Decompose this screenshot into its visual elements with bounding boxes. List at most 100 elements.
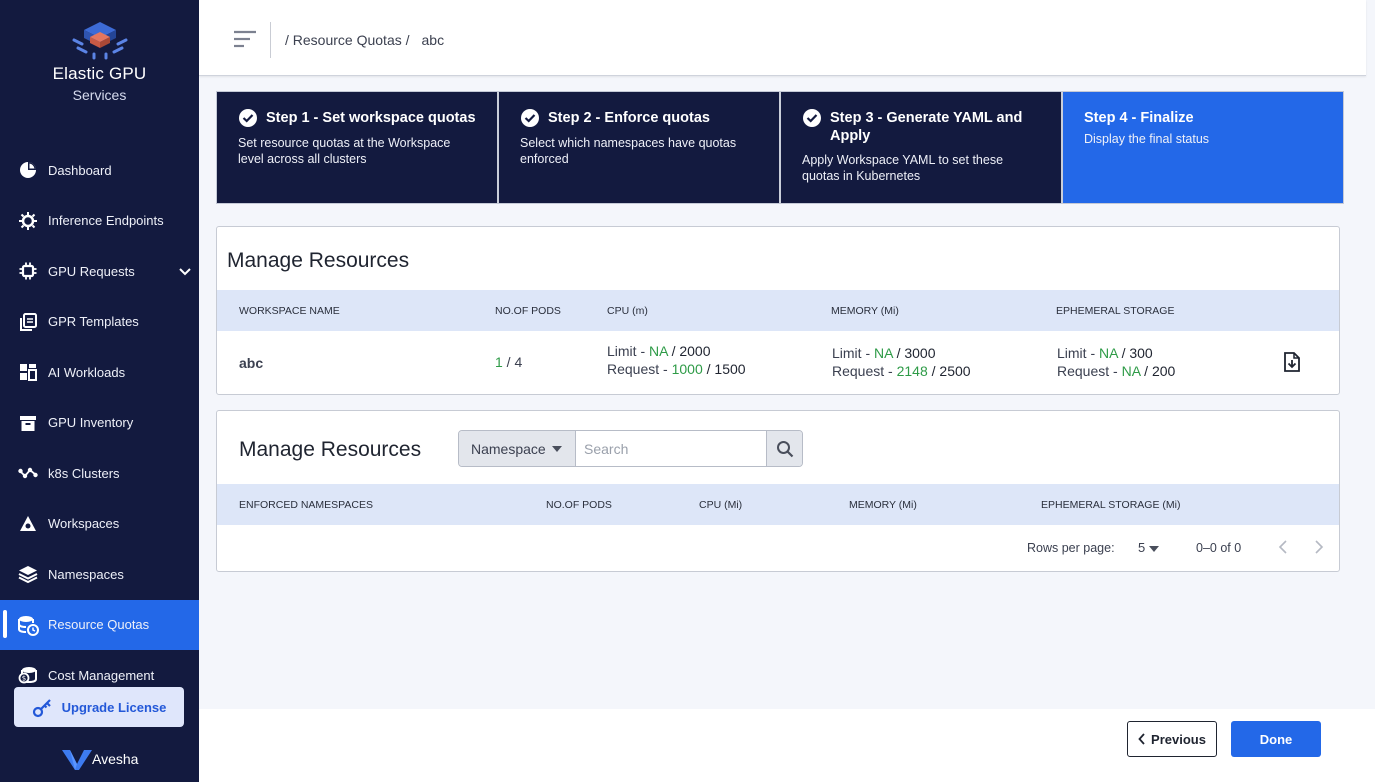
step-description: Display the final status — [1084, 131, 1323, 147]
svg-text:$: $ — [22, 675, 26, 683]
chevron-down-icon[interactable] — [179, 264, 191, 279]
caret-down-icon — [1149, 546, 1159, 552]
chevron-left-icon — [1138, 733, 1146, 745]
column-header: EPHEMERAL STORAGE (Mi) — [1041, 499, 1180, 511]
sidebar-item-namespaces[interactable]: Namespaces — [0, 549, 199, 600]
rows-per-page-value: 5 — [1138, 540, 1145, 555]
breadcrumb-current: abc — [422, 32, 445, 48]
sidebar-item-label: k8s Clusters — [48, 466, 120, 481]
sidebar-item-label: Namespaces — [48, 567, 124, 582]
layers-icon — [17, 563, 39, 585]
request-label: Request - — [832, 363, 897, 379]
sidebar-item-label: Cost Management — [48, 668, 154, 683]
memory-cell: Limit - NA / 3000 Request - 2148 / 2500 — [832, 344, 971, 380]
limit-label: Limit - — [1057, 345, 1099, 361]
workspace-resources-card: Manage Resources WORKSPACE NAME NO.OF PO… — [216, 226, 1340, 395]
elastic-gpu-logo-icon — [68, 18, 132, 60]
search-input[interactable] — [576, 431, 766, 466]
breadcrumb-resource-quotas[interactable]: / Resource Quotas / — [285, 32, 410, 48]
footer-bar: Previous Done — [199, 709, 1375, 782]
column-header: WORKSPACE NAME — [239, 305, 340, 317]
sidebar-item-k8s-clusters[interactable]: k8s Clusters — [0, 448, 199, 499]
rows-per-page-select[interactable]: 5 — [1138, 540, 1159, 555]
column-header: MEMORY (Mi) — [849, 499, 917, 511]
check-circle-icon — [238, 108, 258, 128]
rows-per-page-label: Rows per page: — [1027, 541, 1115, 555]
avesha-logo: Avesha — [62, 748, 138, 770]
previous-button[interactable]: Previous — [1127, 721, 1217, 757]
card-title: Manage Resources — [227, 249, 409, 273]
limit-label: Limit - — [832, 345, 874, 361]
namespace-select[interactable]: Namespace — [459, 431, 576, 466]
next-page-icon[interactable] — [1314, 540, 1324, 557]
memory-request-total: / 2500 — [928, 363, 971, 379]
sidebar-item-gpr-templates[interactable]: GPR Templates — [0, 297, 199, 348]
column-header: CPU (Mi) — [699, 499, 742, 511]
table-header: WORKSPACE NAME NO.OF PODS CPU (m) MEMORY… — [217, 290, 1339, 331]
upgrade-license-button[interactable]: Upgrade License — [14, 687, 184, 727]
cpu-cell: Limit - NA / 2000 Request - 1000 / 1500 — [607, 342, 746, 378]
step-1[interactable]: Step 1 - Set workspace quotas Set resour… — [217, 92, 499, 203]
card-title: Manage Resources — [239, 438, 421, 462]
cpu-request-used: 1000 — [672, 361, 703, 377]
search-button[interactable] — [766, 431, 802, 466]
sidebar-item-label: GPR Templates — [48, 314, 139, 329]
sidebar-item-gpu-requests[interactable]: GPU Requests — [0, 246, 199, 297]
step-4[interactable]: Step 4 - Finalize Display the final stat… — [1063, 92, 1343, 203]
brand-title: Elastic GPU — [0, 64, 199, 84]
previous-button-label: Previous — [1151, 732, 1206, 747]
caret-down-icon — [552, 446, 562, 452]
menu-icon[interactable] — [233, 30, 257, 53]
header-divider — [270, 22, 271, 58]
avesha-logo-icon — [62, 748, 92, 770]
archive-icon — [17, 412, 39, 434]
request-label: Request - — [607, 361, 672, 377]
check-circle-icon — [802, 108, 822, 128]
request-label: Request - — [1057, 363, 1122, 379]
namespace-select-label: Namespace — [471, 441, 546, 457]
column-header: CPU (m) — [607, 305, 648, 317]
step-2[interactable]: Step 2 - Enforce quotas Select which nam… — [499, 92, 781, 203]
cpu-limit-used: NA — [649, 343, 668, 359]
sidebar-item-gpu-inventory[interactable]: GPU Inventory — [0, 398, 199, 449]
step-title: Step 4 - Finalize — [1084, 109, 1194, 127]
prev-page-icon[interactable] — [1278, 540, 1288, 557]
memory-limit-used: NA — [874, 345, 893, 361]
network-icon — [17, 462, 39, 484]
storage-request-used: NA — [1122, 363, 1141, 379]
top-header: / Resource Quotas / abc — [199, 0, 1366, 76]
sidebar-item-resource-quotas[interactable]: Resource Quotas — [0, 600, 199, 651]
column-header: MEMORY (Mi) — [831, 305, 899, 317]
sidebar-item-ai-workloads[interactable]: AI Workloads — [0, 347, 199, 398]
step-description: Set resource quotas at the Workspace lev… — [238, 135, 477, 167]
pods-total: 4 — [514, 354, 522, 370]
step-title: Step 1 - Set workspace quotas — [266, 109, 476, 127]
copy-icon — [17, 311, 39, 333]
workspace-icon — [17, 513, 39, 535]
sidebar-item-workspaces[interactable]: Workspaces — [0, 499, 199, 550]
pods-count: 1 / 4 — [495, 353, 522, 371]
pie-chart-icon — [17, 159, 39, 181]
column-header: NO.OF PODS — [546, 499, 612, 511]
column-header: NO.OF PODS — [495, 305, 561, 317]
storage-request-total: / 200 — [1140, 363, 1175, 379]
step-title: Step 2 - Enforce quotas — [548, 109, 710, 127]
storage-limit-used: NA — [1099, 345, 1118, 361]
table-header: ENFORCED NAMESPACES NO.OF PODS CPU (Mi) … — [217, 484, 1339, 525]
upgrade-license-label: Upgrade License — [62, 700, 167, 715]
brand-subtitle: Services — [0, 87, 199, 103]
namespace-filter: Namespace — [458, 430, 803, 467]
search-icon — [776, 440, 794, 458]
step-description: Apply Workspace YAML to set these quotas… — [802, 152, 1041, 184]
pagination-range: 0–0 of 0 — [1196, 541, 1241, 555]
step-title: Step 3 - Generate YAML and Apply — [830, 109, 1041, 145]
sidebar-item-dashboard[interactable]: Dashboard — [0, 145, 199, 196]
memory-request-used: 2148 — [897, 363, 928, 379]
done-button[interactable]: Done — [1231, 721, 1321, 757]
sidebar-item-inference-endpoints[interactable]: Inference Endpoints — [0, 196, 199, 247]
download-yaml-icon[interactable] — [1283, 352, 1301, 375]
memory-limit-total: / 3000 — [893, 345, 936, 361]
sidebar-item-label: Resource Quotas — [48, 617, 149, 632]
step-3[interactable]: Step 3 - Generate YAML and Apply Apply W… — [781, 92, 1063, 203]
sidebar-item-label: GPU Requests — [48, 264, 135, 279]
